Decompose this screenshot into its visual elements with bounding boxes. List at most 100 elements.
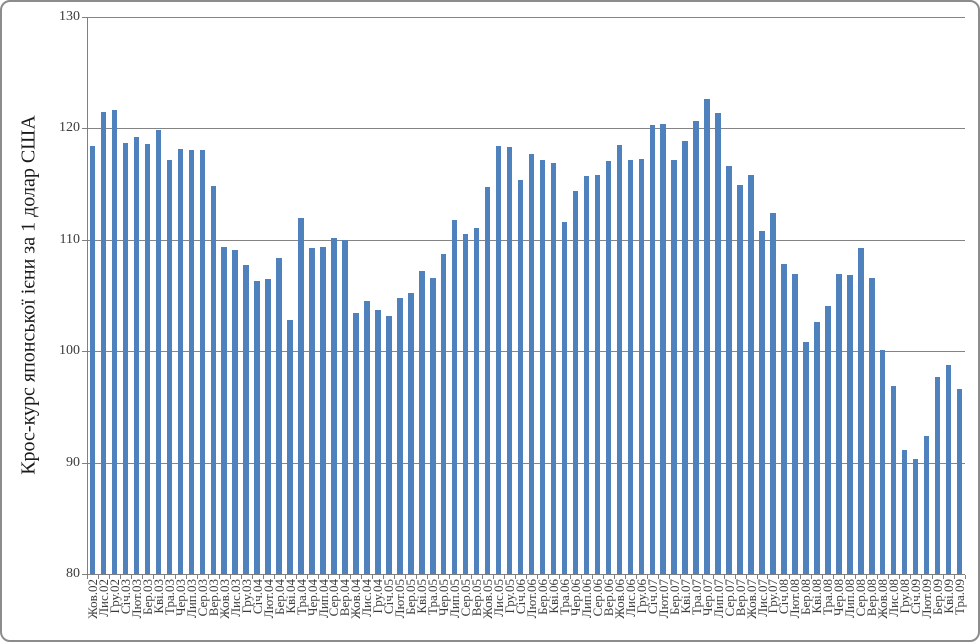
bar-Тра.08 <box>825 305 831 574</box>
gridline-120 <box>87 128 965 130</box>
x-tick-mark <box>141 575 143 579</box>
x-tick-mark <box>185 575 187 579</box>
bar-Січ.08 <box>781 264 787 574</box>
y-tick-mark <box>82 239 87 241</box>
x-tick-mark <box>591 575 593 579</box>
bar-Вер.04 <box>342 239 348 574</box>
bar-Тра.04 <box>298 217 304 574</box>
bar-Тра.07 <box>693 120 699 574</box>
bar-Лис.02 <box>100 111 107 574</box>
x-tick-mark <box>844 575 846 579</box>
x-tick-mark <box>712 575 714 579</box>
bar-Лют.06 <box>528 154 535 574</box>
gridline-90 <box>87 462 965 464</box>
x-tick-mark <box>789 575 791 579</box>
bar-Бер.06 <box>539 159 546 574</box>
x-tick-mark <box>767 575 769 579</box>
x-tick-mark <box>602 575 604 579</box>
bar-Жов.02 <box>89 146 96 574</box>
x-tick-mark <box>954 575 955 579</box>
x-tick-mark <box>152 575 154 579</box>
y-tick-label: 110 <box>59 231 80 247</box>
bar-Гру.07 <box>770 213 776 574</box>
bar-Лют.03 <box>133 137 140 574</box>
bar-Січ.05 <box>386 315 392 574</box>
x-tick-mark <box>328 575 330 579</box>
x-tick-mark <box>251 575 253 579</box>
x-tick-mark <box>646 575 648 579</box>
bar-Жов.08 <box>879 350 886 574</box>
x-tick-mark <box>438 575 440 579</box>
bar-Бер.08 <box>803 342 809 574</box>
bar-Гру.02 <box>111 109 118 574</box>
y-tick-mark <box>82 17 87 18</box>
x-tick-mark <box>109 575 110 579</box>
bar-Гру.04 <box>375 310 381 574</box>
y-tick-mark <box>82 351 87 353</box>
bar-Тра.09 <box>956 389 963 574</box>
x-tick-mark <box>229 575 231 579</box>
x-axis-label: Тра.09 <box>952 579 967 615</box>
bar-Тра.03 <box>166 159 173 574</box>
y-tick-mark <box>82 462 87 464</box>
bar-Бер.07 <box>671 159 677 574</box>
x-tick-mark <box>910 575 912 579</box>
x-tick-mark <box>460 575 462 579</box>
bar-Лип.06 <box>583 176 590 574</box>
bar-Вер.08 <box>869 277 875 574</box>
x-tick-mark <box>690 575 692 579</box>
x-tick-mark <box>87 575 88 579</box>
x-tick-mark <box>372 575 374 579</box>
y-tick-mark <box>82 574 87 575</box>
x-tick-mark <box>723 575 725 579</box>
x-tick-mark <box>504 575 506 579</box>
x-tick-mark <box>899 575 901 579</box>
x-tick-mark <box>624 575 626 579</box>
x-tick-mark <box>613 575 615 579</box>
x-tick-mark <box>240 575 242 579</box>
bar-Гру.06 <box>638 158 644 574</box>
x-tick-mark <box>273 575 275 579</box>
x-tick-mark <box>174 575 176 579</box>
y-tick-label: 120 <box>59 120 80 136</box>
gridline-100 <box>87 351 965 353</box>
bar-Лип.04 <box>320 246 326 574</box>
x-tick-mark <box>701 575 703 579</box>
bar-Лис.04 <box>364 301 370 574</box>
x-tick-mark <box>130 575 132 579</box>
bar-Січ.07 <box>649 125 655 574</box>
bar-Січ.03 <box>122 142 129 574</box>
bar-Лют.09 <box>923 435 930 574</box>
bar-Чер.03 <box>177 148 183 574</box>
bar-Чер.05 <box>440 254 447 574</box>
bar-Бер.04 <box>276 257 282 574</box>
bar-Січ.06 <box>517 179 524 574</box>
x-tick-mark <box>284 575 286 579</box>
bar-Січ.09 <box>912 459 919 574</box>
x-tick-mark <box>811 575 813 579</box>
x-tick-mark <box>383 575 385 579</box>
x-tick-mark <box>515 575 516 579</box>
x-tick-mark <box>635 575 637 579</box>
x-tick-mark <box>657 575 659 579</box>
bar-Лип.03 <box>188 149 194 574</box>
x-tick-mark <box>734 575 736 579</box>
x-tick-mark <box>877 575 879 579</box>
x-tick-mark <box>427 575 429 579</box>
bar-Кві.06 <box>550 162 557 574</box>
bar-Тра.05 <box>430 277 436 574</box>
x-tick-mark <box>866 575 868 579</box>
y-tick-mark <box>82 128 87 130</box>
x-tick-mark <box>965 575 966 579</box>
bar-Жов.06 <box>616 145 622 574</box>
bar-Лис.06 <box>627 159 633 574</box>
bar-Кві.07 <box>682 140 688 574</box>
bar-Гру.03 <box>243 265 249 574</box>
x-tick-mark <box>668 575 670 579</box>
bar-Чер.08 <box>836 274 842 574</box>
y-tick-label: 90 <box>66 454 80 470</box>
bar-Вер.05 <box>473 227 480 574</box>
bar-Гру.08 <box>901 450 908 574</box>
x-tick-mark <box>98 575 99 579</box>
